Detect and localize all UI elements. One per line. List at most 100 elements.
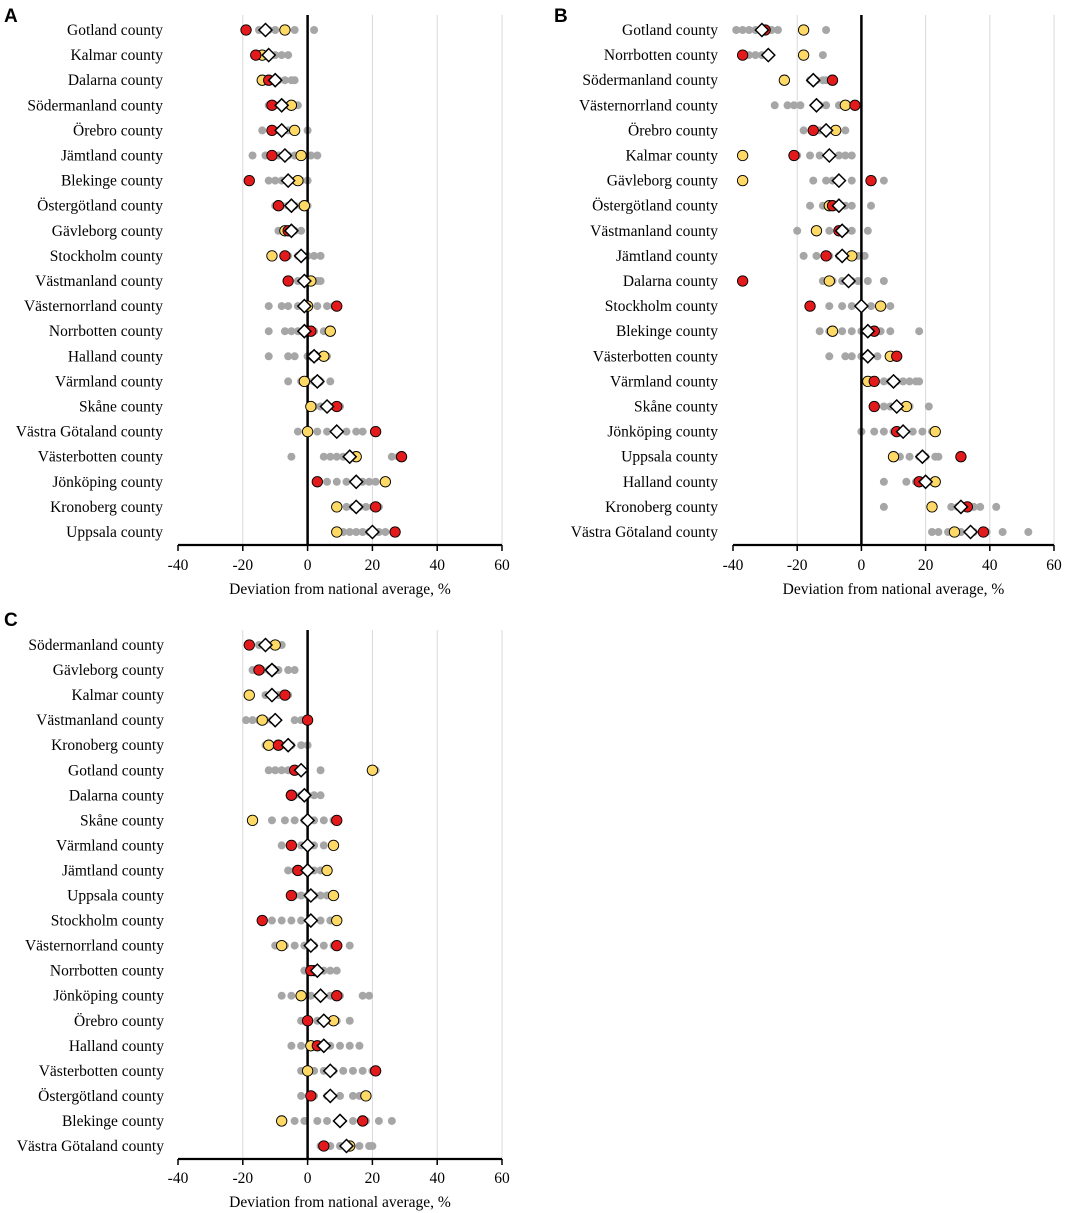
gray-point (847, 176, 856, 185)
gray-point (267, 816, 276, 825)
yellow-marker (778, 74, 791, 86)
gray-point (297, 1091, 306, 1100)
category-label-kronoberg-county: Kronoberg county (51, 737, 164, 754)
gray-point (352, 528, 361, 536)
gray-point (934, 528, 943, 536)
yellow-marker (839, 99, 851, 111)
gray-point (313, 1116, 322, 1125)
gray-point (879, 176, 888, 185)
gray-point (381, 528, 390, 536)
mean-diamond (322, 1063, 338, 1079)
gray-point (870, 427, 879, 436)
x-tick-label: 60 (494, 557, 510, 574)
gray-point (825, 302, 834, 311)
category-label-kalmar-county: Kalmar county (70, 47, 163, 64)
mean-diamond (840, 273, 857, 289)
mean-diamond (853, 298, 869, 314)
gray-point (825, 226, 834, 235)
gray-point (323, 427, 332, 436)
gray-point (783, 101, 792, 110)
mean-diamond (296, 787, 312, 803)
category-label-uppsala-county: Uppsala county (66, 524, 163, 541)
mean-diamond (264, 687, 280, 703)
red-marker (285, 789, 298, 801)
category-label-varmland-county: Värmland county (55, 373, 163, 390)
category-label-vasterbotten-county: Västerbotten county (593, 348, 719, 365)
yellow-marker (797, 49, 810, 61)
gray-point (738, 26, 747, 34)
gray-point (277, 991, 286, 1000)
panel-letter: C (4, 610, 18, 631)
yellow-marker (360, 1090, 372, 1102)
category-label-vastra-gotaland-county: Västra Götaland county (17, 1138, 164, 1155)
gray-point (924, 402, 933, 411)
gray-point (847, 201, 856, 210)
yellow-marker (736, 149, 749, 162)
gray-point (271, 26, 280, 34)
gray-point (316, 766, 325, 775)
gray-point (745, 26, 754, 34)
red-marker (305, 1090, 317, 1102)
yellow-marker (301, 1065, 314, 1077)
category-label-blekinge-county: Blekinge county (616, 323, 718, 340)
gray-point (342, 427, 351, 436)
category-label-halland-county: Halland county (69, 1038, 164, 1055)
category-label-kalmar-county: Kalmar county (625, 148, 718, 165)
yellow-marker (948, 526, 961, 538)
category-label-halland-county: Halland county (68, 348, 163, 365)
yellow-marker (331, 501, 343, 513)
category-label-skane-county: Skåne county (79, 399, 163, 416)
mean-diamond (280, 737, 296, 753)
gray-point (280, 816, 289, 825)
yellow-marker (875, 300, 887, 312)
red-marker (301, 1015, 314, 1027)
yellow-marker (929, 425, 941, 438)
panel-b: B -40 -20 0 20 40 60 Deviation from national av… (554, 6, 1062, 598)
gray-point (319, 816, 328, 825)
red-marker (331, 814, 343, 826)
gray-point (290, 666, 299, 675)
category-label-norrbotten-county: Norrbotten county (604, 47, 718, 64)
gray-point (847, 327, 856, 336)
red-marker (865, 174, 877, 187)
category-label-gavleborg-county: Gävleborg county (52, 223, 163, 240)
category-label-dalarna-county: Dalarna county (69, 787, 164, 804)
category-label-vastra-gotaland-county: Västra Götaland county (571, 524, 718, 541)
gray-point (290, 76, 299, 85)
category-label-jamtland-county: Jämtland county (62, 862, 164, 879)
mean-diamond (918, 474, 934, 490)
gray-point (799, 126, 808, 135)
gray-point (332, 966, 341, 975)
category-label-varmland-county: Värmland county (56, 837, 164, 854)
mean-diamond (962, 524, 979, 540)
gray-point (264, 327, 273, 336)
mean-diamond (953, 499, 969, 515)
mean-diamond (834, 223, 850, 239)
mean-diamond (322, 1088, 338, 1104)
category-label-ostergotland-county: Östergötland county (38, 1088, 164, 1105)
red-marker (266, 149, 278, 162)
category-label-vasternorrland-county: Västernorrland county (579, 97, 718, 114)
yellow-marker (327, 889, 340, 902)
mean-diamond (293, 762, 309, 778)
red-marker (331, 990, 343, 1002)
gray-point (815, 327, 824, 336)
x-tick-label: 40 (982, 557, 998, 574)
gray-point (751, 51, 760, 60)
yellow-marker (826, 325, 839, 337)
mean-diamond (348, 499, 364, 515)
gray-point (348, 1066, 357, 1075)
category-label-dalarna-county: Dalarna county (68, 72, 163, 89)
gray-point (928, 528, 937, 536)
category-label-blekinge-county: Blekinge county (62, 1113, 164, 1130)
gray-point (879, 277, 888, 285)
red-marker (279, 689, 291, 701)
red-marker (891, 350, 903, 362)
gray-point (277, 302, 286, 311)
mean-diamond (805, 72, 821, 88)
x-axis-title: Deviation from national average, % (783, 581, 1005, 598)
category-label-kalmar-county: Kalmar county (71, 687, 164, 704)
mean-diamond (277, 147, 293, 164)
gray-point (358, 427, 367, 436)
